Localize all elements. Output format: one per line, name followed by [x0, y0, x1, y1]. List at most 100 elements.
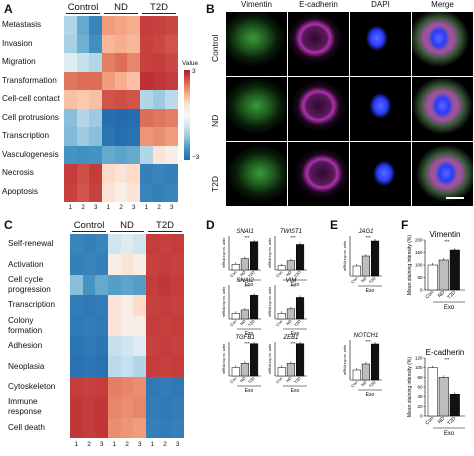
heatmap-cell: [64, 145, 78, 165]
heatmap-cell: [165, 182, 179, 202]
bar: [370, 343, 380, 381]
bar-chart-title: NOTCH1: [354, 333, 379, 339]
heatmap-cell: [140, 90, 154, 109]
y-axis-label: mRNA exp vs. actin: [343, 345, 347, 376]
heatmap-cell: [76, 90, 90, 109]
significance-marker: ***: [244, 235, 250, 240]
heatmap-cell: [108, 295, 122, 317]
heatmap-cell: [165, 71, 179, 91]
heatmap-cell: [89, 16, 103, 35]
heatmap-cell: [82, 376, 96, 398]
y-tick-label: 40: [417, 394, 423, 399]
heatmap-row-label: Adhesion: [8, 341, 43, 351]
bar-chart-title: Vimentin: [430, 230, 461, 239]
heatmap-cell: [102, 164, 116, 183]
heatmap-cell: [102, 34, 116, 54]
heatmap-row-label: Activation: [8, 259, 44, 269]
heatmap-cell: [89, 90, 103, 109]
heatmap-cell: [64, 34, 78, 54]
heatmap-group-title: ND: [114, 2, 128, 13]
bar: [286, 308, 295, 320]
heatmap-row-label: Vasculogenesis: [2, 149, 59, 159]
heatmap-cell: [114, 53, 128, 72]
heatmap-cell: [140, 164, 154, 183]
exo-label: Exo: [245, 388, 254, 394]
heatmap-cell: [146, 234, 160, 255]
heatmap-cell: [70, 376, 84, 398]
exo-label: Exo: [245, 282, 254, 288]
bar: [438, 377, 449, 417]
heatmap-column-number: 1: [150, 441, 155, 448]
heatmap-cell: [146, 315, 160, 337]
heatmap-row-label: Neoplasia: [8, 361, 45, 371]
x-category-label: ND: [285, 319, 293, 327]
x-category-label: Con: [229, 319, 238, 328]
heatmap-row-label: Migration: [2, 57, 36, 67]
significance-marker: ***: [290, 284, 296, 289]
significance-marker: ***: [244, 284, 250, 289]
heatmap-cell: [76, 34, 90, 54]
y-tick-label: 0: [420, 414, 423, 419]
heatmap-cell: [82, 417, 96, 439]
heatmap-cell: [127, 34, 141, 54]
heatmap-cell: [114, 34, 128, 54]
x-category-label: ND: [239, 376, 247, 384]
panel-letter-f: F: [401, 218, 409, 232]
heatmap-cell: [120, 397, 134, 419]
heatmap-group-bar: [104, 13, 138, 14]
y-tick-label: 20: [417, 404, 423, 409]
heatmap-cell: [165, 34, 179, 54]
microscopy-column-header: E-cadherin: [299, 0, 338, 9]
heatmap-cell: [114, 164, 128, 183]
microscopy-panel: Vimentin E-cadherin DAPI Merge Control ND T2D: [206, 0, 474, 215]
heatmap-cell: [158, 254, 172, 276]
heatmap-cell: [158, 274, 172, 296]
bar-chart-title: TGFB1: [235, 335, 254, 341]
heatmap-cell: [82, 356, 96, 378]
significance-marker: ***: [365, 235, 371, 240]
heatmap-cell: [102, 108, 116, 128]
heatmap-cell: [171, 356, 185, 378]
heatmap-cell: [127, 108, 141, 128]
significance-marker: ***: [365, 339, 371, 344]
heatmap-column-number: 2: [119, 204, 123, 211]
heatmap-cell: [152, 34, 166, 54]
microscopy-image: [288, 12, 349, 76]
heatmap-cell: [152, 182, 166, 202]
heatmap-cell: [127, 71, 141, 91]
heatmap-cell: [146, 356, 160, 378]
heatmap-cell: [102, 16, 116, 35]
heatmap-cell: [70, 274, 84, 296]
x-category-label: Con: [275, 376, 284, 385]
heatmap-cell: [146, 417, 160, 439]
heatmap-cell: [76, 108, 90, 128]
heatmap-column-number: 2: [81, 204, 85, 211]
heatmap-cell: [70, 417, 84, 439]
heatmap-cell: [89, 182, 103, 202]
heatmap-cell: [165, 53, 179, 72]
heatmap-group-title: Control: [73, 220, 105, 231]
x-category-label: Con: [229, 270, 238, 279]
bar: [427, 367, 438, 417]
heatmap-cell: [76, 53, 90, 72]
heatmap-cell: [120, 376, 134, 398]
bar: [286, 363, 295, 377]
heatmap-cell: [127, 53, 141, 72]
heatmap-cell: [114, 16, 128, 35]
significance-marker: ***: [444, 239, 450, 244]
heatmap-cell: [64, 16, 78, 35]
heatmap-cell: [120, 336, 134, 357]
bar: [249, 241, 259, 271]
heatmap-cell: [152, 53, 166, 72]
heatmap-cell: [140, 127, 154, 146]
bar: [361, 255, 370, 277]
heatmap-column-number: 3: [169, 204, 174, 211]
microscopy-image: [412, 77, 473, 141]
heatmap-cell: [108, 356, 122, 378]
heatmap-cell: [158, 397, 172, 419]
colorbar: Value 3 −3: [182, 60, 204, 170]
heatmap-cell: [171, 376, 185, 398]
heatmap-cell: [102, 182, 116, 202]
heatmap-cell: [70, 254, 84, 276]
heatmap-cell: [146, 336, 160, 357]
